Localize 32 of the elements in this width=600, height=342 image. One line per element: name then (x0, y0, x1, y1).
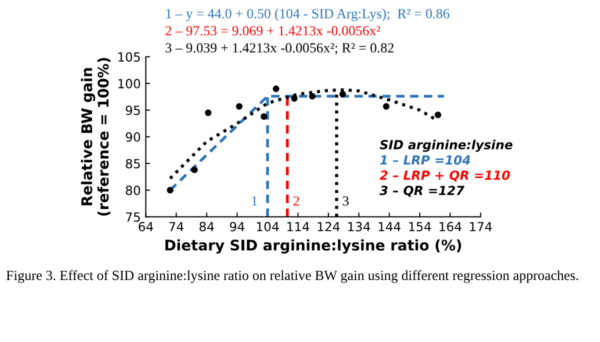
text: 3 – 9.039 + 1.4213x -0.0056x²; R² = 0.82 (166, 43, 394, 55)
text: 1 – y = 44.0 + 0.50 (104 - SID Arg:Lys); R² = 0.86 (166, 8, 450, 22)
y-axis-title: Relative BW gain (reference = 100%) (80, 58, 110, 216)
annotation: 1 (252, 196, 257, 206)
text: 2 – 97.53 = 9.069 + 1.4213x -0.0056x² (166, 26, 380, 36)
x-tick-label: 74 (169, 222, 184, 232)
y-tick-label: 90 (126, 132, 140, 142)
annotation: 3 (342, 196, 349, 206)
text: 2 – LRP + QR =110 (380, 170, 510, 182)
y-tick-label: 80 (126, 186, 140, 196)
x-tick-label: 174 (470, 222, 492, 232)
y-tick-label: 95 (126, 106, 140, 116)
x-tick-label: 134 (348, 222, 370, 232)
text: 3 – QR =127 (380, 186, 464, 197)
x-tick-label: 144 (378, 222, 401, 232)
x-tick-label: 164 (440, 222, 462, 232)
annotation: 2 (293, 196, 300, 206)
x-tick-label: 104 (256, 222, 279, 232)
y-tick-label: 105 (118, 52, 140, 62)
y-tick-label: 85 (126, 158, 140, 168)
legend-title: SID arginine:lysine (380, 140, 512, 152)
x-tick-label: 84 (200, 222, 214, 232)
x-tick-label: 114 (287, 222, 310, 232)
x-tick-label: 154 (409, 222, 431, 232)
x-axis-title: Dietary SID arginine:lysine ratio (%) (165, 239, 462, 254)
x-tick-label: 64 (138, 222, 154, 232)
caption: Figure 3. Effect of SID arginine:lysine ratio on relative BW gain using different regression approaches. (6, 270, 578, 283)
x-tick-label: 124 (318, 222, 340, 232)
text: 1 – LRP =104 (380, 155, 470, 165)
y-tick-label: 75 (126, 212, 140, 222)
y-tick-label: 100 (118, 78, 140, 88)
x-tick-label: 94 (230, 222, 244, 232)
